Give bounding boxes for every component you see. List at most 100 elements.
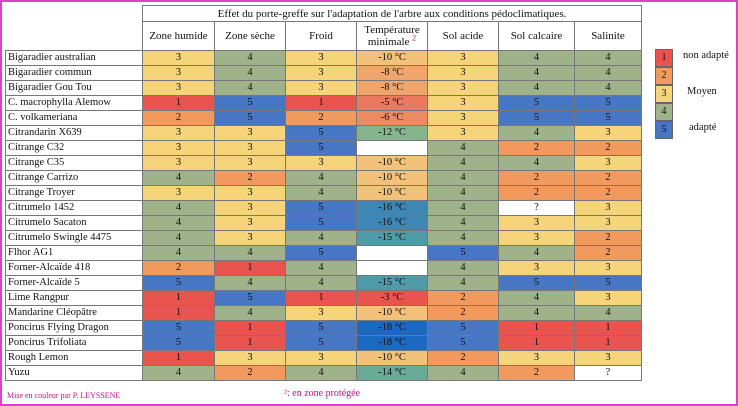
- rootstock-table: Effet du porte-greffe sur l'adaptation d…: [5, 5, 642, 381]
- table-body: Bigaradier australian 3 4 3 -10 °C 3 4 4 Bigarad…: [5, 50, 642, 381]
- rating-cell: 2: [574, 140, 642, 156]
- column-header: Zone humide: [142, 21, 215, 51]
- rating-cell: 4: [498, 290, 575, 306]
- rating-cell: 4: [214, 80, 286, 96]
- rating-cell: 4: [142, 230, 215, 246]
- legend-swatch: 3: [655, 85, 673, 103]
- legend-item: 5 adapté: [653, 120, 737, 139]
- rating-cell: 4: [285, 365, 357, 381]
- rating-cell: -14 °C: [356, 365, 428, 381]
- table-row: Citrumelo Sacaton 4 3 5 -16 °C 4 3 3: [5, 215, 642, 231]
- rating-cell: 4: [427, 155, 499, 171]
- rating-cell: 4: [285, 230, 357, 246]
- rating-cell: -10 °C: [356, 50, 428, 66]
- table-row: Bigaradier commun 3 4 3 -8 °C 3 4 4: [5, 65, 642, 81]
- rating-cell: 2: [498, 365, 575, 381]
- rating-cell: 3: [214, 200, 286, 216]
- rating-cell: 3: [142, 65, 215, 81]
- rating-cell: 5: [285, 335, 357, 351]
- rating-cell: 5: [285, 320, 357, 336]
- rating-cell: 2: [574, 185, 642, 201]
- rating-cell: 3: [574, 125, 642, 141]
- rating-cell: 3: [214, 125, 286, 141]
- rating-cell: 3: [498, 230, 575, 246]
- rating-cell: 4: [427, 140, 499, 156]
- rootstock-name: Forner-Alcaïde 418: [5, 260, 143, 276]
- rating-cell: 2: [574, 245, 642, 261]
- rating-cell: 1: [498, 335, 575, 351]
- rating-cell: 4: [498, 65, 575, 81]
- rating-cell: 2: [285, 110, 357, 126]
- rating-cell: -5 °C: [356, 95, 428, 111]
- rating-cell: 3: [214, 155, 286, 171]
- rating-cell: 2: [214, 170, 286, 186]
- rating-cell: [356, 245, 428, 261]
- rating-cell: 5: [427, 245, 499, 261]
- rating-cell: -16 °C: [356, 200, 428, 216]
- rootstock-name: Poncirus Trifoliata: [5, 335, 143, 351]
- rating-cell: -15 °C: [356, 230, 428, 246]
- rating-cell: 5: [427, 320, 499, 336]
- rating-cell: 4: [574, 65, 642, 81]
- rating-cell: -18 °C: [356, 320, 428, 336]
- legend-item: 3 Moyen: [653, 84, 737, 103]
- rating-cell: 4: [574, 80, 642, 96]
- column-header: Salinite: [574, 21, 642, 51]
- rating-cell: 1: [214, 335, 286, 351]
- credit-text: Mise en couleur par P. LEYSSENE: [7, 391, 121, 400]
- rating-cell: 4: [285, 260, 357, 276]
- rating-cell: 3: [285, 50, 357, 66]
- rating-cell: 3: [142, 80, 215, 96]
- rating-cell: 5: [498, 95, 575, 111]
- rating-cell: 4: [574, 50, 642, 66]
- table-row: Yuzu 4 2 4 -14 °C 4 2?: [5, 365, 642, 381]
- legend-swatch: 5: [655, 121, 673, 139]
- table-row: Citrange C35 3 3 3 -10 °C 4 4 3: [5, 155, 642, 171]
- rating-cell: 2: [574, 170, 642, 186]
- rootstock-name: Citrumelo Swingle 4475: [5, 230, 143, 246]
- rating-cell: 3: [285, 350, 357, 366]
- rating-cell: 4: [285, 275, 357, 291]
- table-row: Citrange Troyer 3 3 4 -10 °C 4 2 2: [5, 185, 642, 201]
- rating-cell: 4: [427, 200, 499, 216]
- superscript-mark: 2: [412, 33, 417, 43]
- rating-cell: 4: [498, 305, 575, 321]
- rating-cell: 3: [214, 230, 286, 246]
- rating-cell: 3: [574, 260, 642, 276]
- rating-cell: 2: [427, 305, 499, 321]
- rating-cell: 2: [574, 230, 642, 246]
- rating-cell: -16 °C: [356, 215, 428, 231]
- rating-cell: 3: [574, 350, 642, 366]
- table-row: Lime Rangpur 1 5 1 -3 °C 2 4 3: [5, 290, 642, 306]
- rootstock-name: Flhor AG1: [5, 245, 143, 261]
- rating-cell: 5: [574, 110, 642, 126]
- table-row: Rough Lemon 1 3 3 -10 °C 2 3 3: [5, 350, 642, 366]
- rating-cell: 3: [214, 140, 286, 156]
- rating-cell: 5: [285, 200, 357, 216]
- rootstock-name: Citrange C32: [5, 140, 143, 156]
- rating-cell: 3: [498, 215, 575, 231]
- table-row: Forner-Alcaïde 418 2 1 4 4 3 3: [5, 260, 642, 276]
- rating-cell: 5: [214, 95, 286, 111]
- rating-cell: 4: [214, 50, 286, 66]
- rating-cell: 3: [498, 350, 575, 366]
- rating-cell: 4: [214, 245, 286, 261]
- rating-cell: 4: [427, 230, 499, 246]
- rootstock-name: C. macrophylla Alemow: [5, 95, 143, 111]
- rating-cell: -18 °C: [356, 335, 428, 351]
- table-row: Citrumelo Swingle 4475 4 3 4 -15 °C 4 3 2: [5, 230, 642, 246]
- table-row: Mandarine Cléopâtre 1 4 3 -10 °C 2 4 4: [5, 305, 642, 321]
- rating-cell: 3: [427, 80, 499, 96]
- rating-cell: 2: [142, 260, 215, 276]
- table-row: Bigaradier Gou Tou 3 4 3 -8 °C 3 4 4: [5, 80, 642, 96]
- rating-cell: 3: [427, 110, 499, 126]
- rating-cell: 1: [285, 95, 357, 111]
- rootstock-name: Yuzu: [5, 365, 143, 381]
- rating-cell: 3: [285, 80, 357, 96]
- rating-cell: 2: [498, 185, 575, 201]
- table-row: Citrandarin X639 3 3 5 -12 °C 3 4 3: [5, 125, 642, 141]
- rating-cell: 4: [214, 305, 286, 321]
- rating-cell: [356, 260, 428, 276]
- rating-cell: 3: [214, 350, 286, 366]
- rating-cell: 5: [498, 275, 575, 291]
